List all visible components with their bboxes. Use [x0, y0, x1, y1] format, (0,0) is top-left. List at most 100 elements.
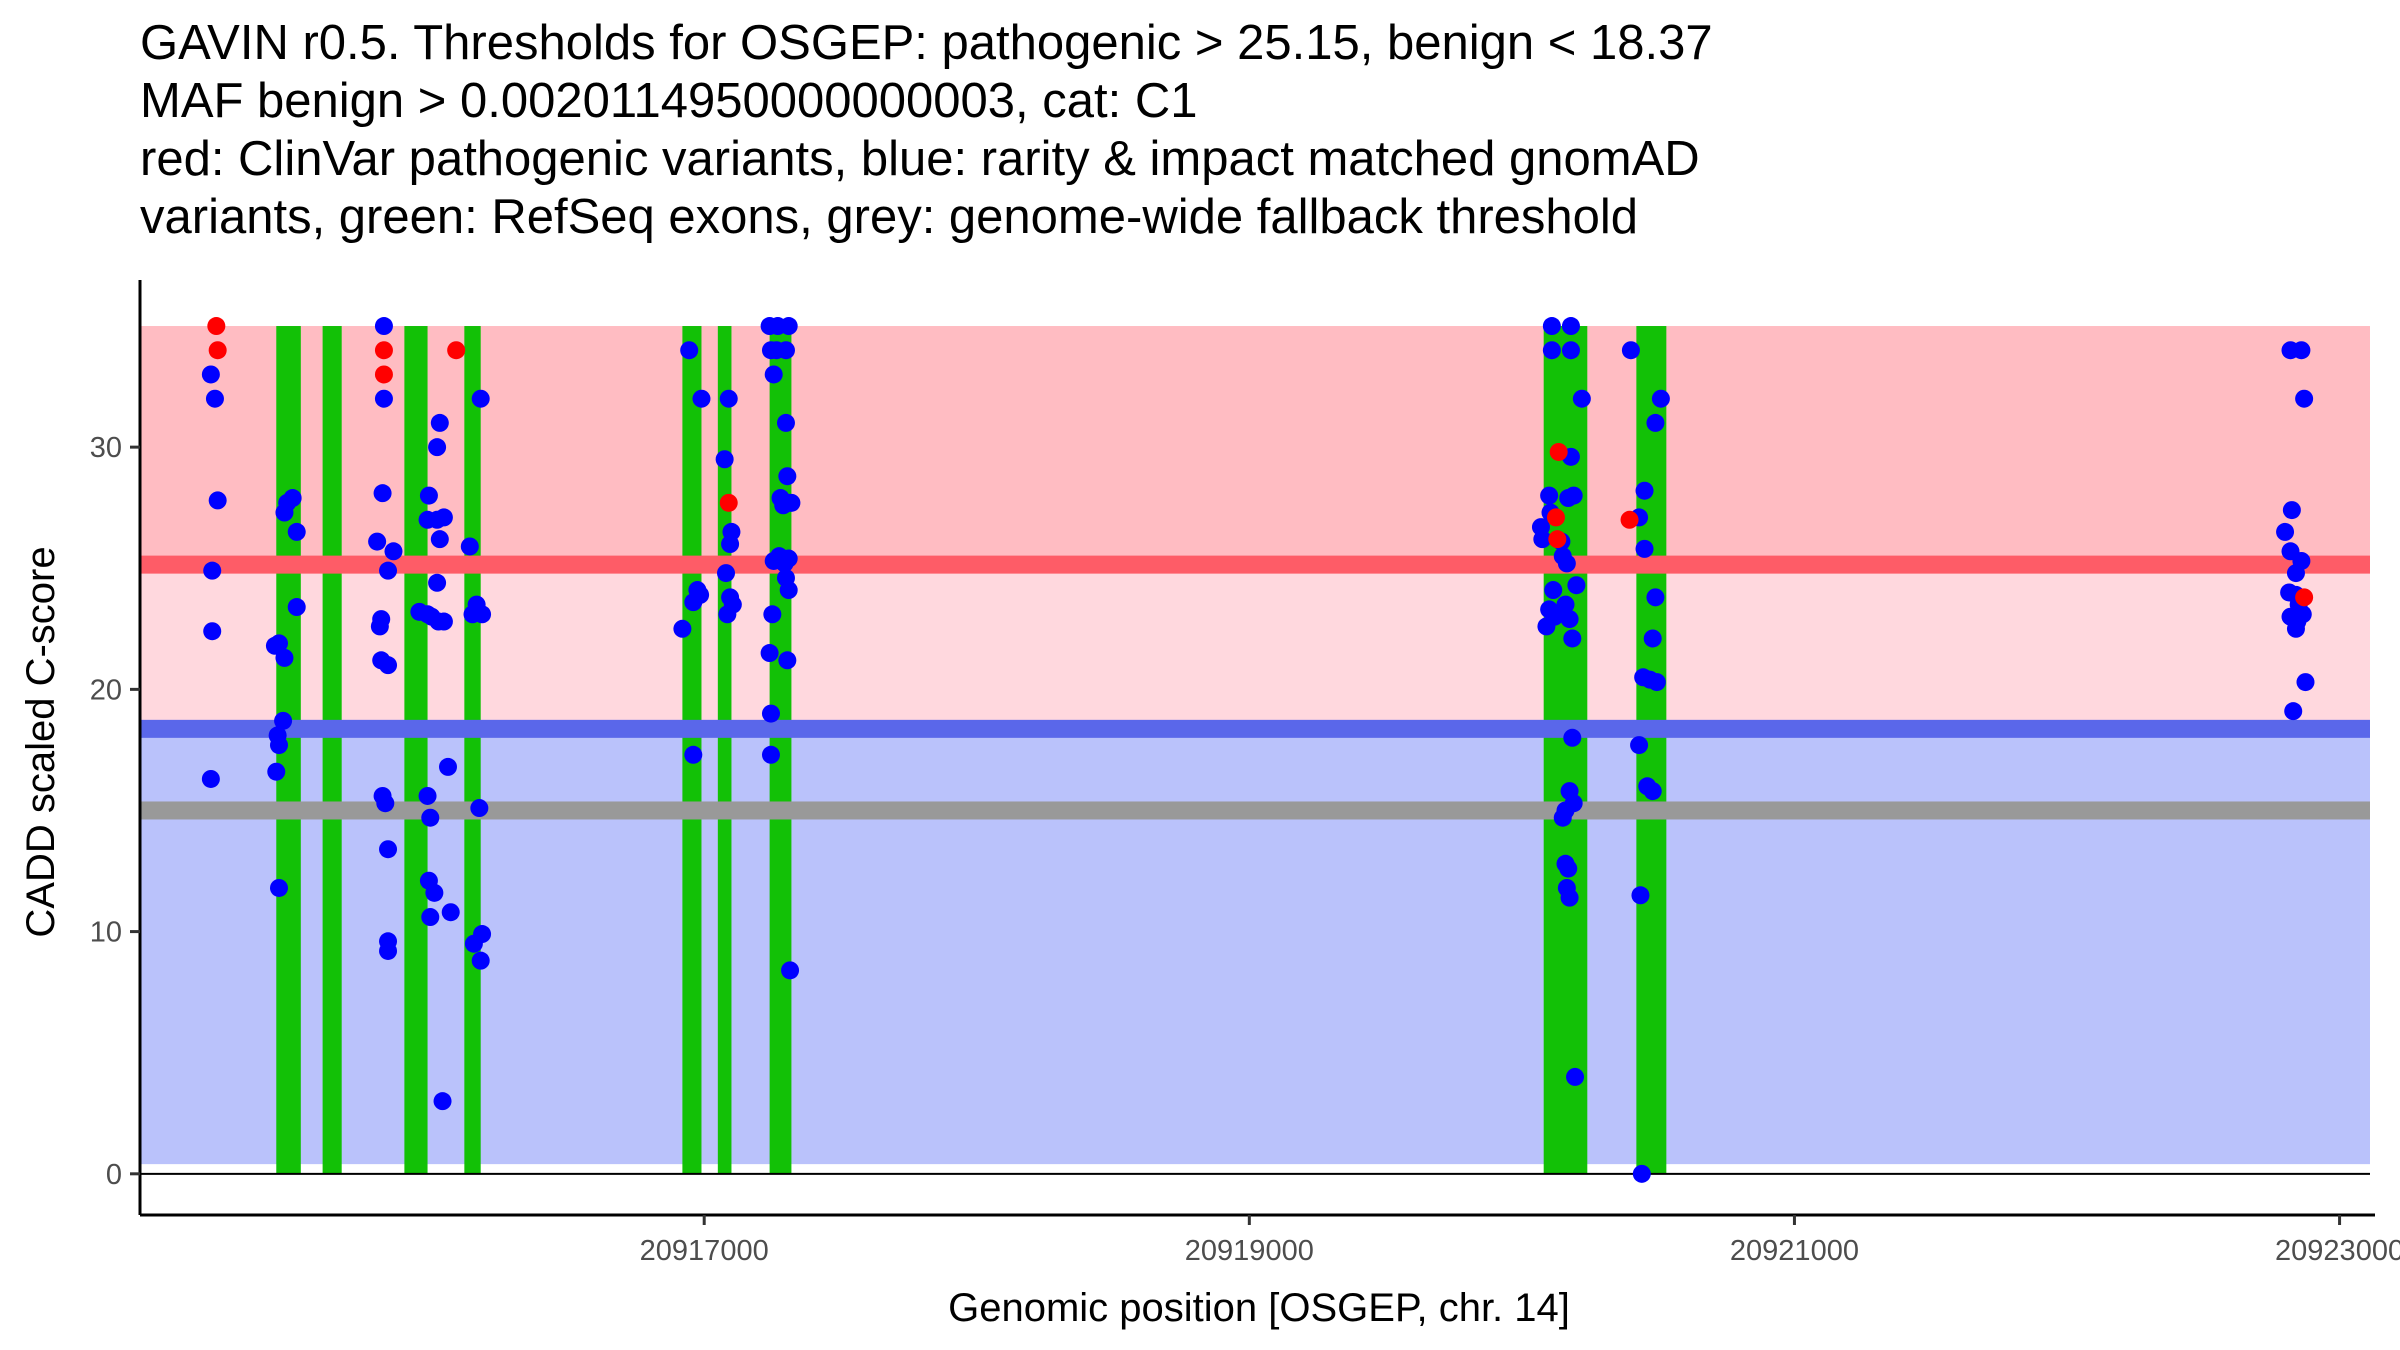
gnomad-point-79 [718, 605, 737, 624]
gnomad-point-23 [368, 532, 387, 551]
gnomad-point-48 [418, 786, 437, 805]
gnomad-point-66 [673, 619, 692, 638]
gnomad-point-29 [384, 542, 403, 561]
title-line-1: GAVIN r0.5. Thresholds for OSGEP: pathog… [140, 16, 1713, 70]
gnomad-point-56 [460, 537, 479, 556]
gnomad-point-17 [283, 489, 302, 508]
gnomad-point-14 [270, 878, 289, 897]
gnomad-point-20 [374, 317, 393, 336]
clinvar-point-11 [2295, 588, 2314, 607]
gnomad-point-108 [1561, 341, 1580, 360]
clinvar-point-3 [374, 341, 393, 360]
exon-bar-4 [464, 326, 481, 1174]
gnomad-point-63 [473, 925, 492, 944]
vus-zone [140, 564, 2370, 729]
exon-bar-7 [769, 326, 792, 1174]
gnomad-point-72 [719, 389, 738, 408]
gnomad-point-6 [201, 769, 220, 788]
gnomad-point-143 [1635, 539, 1654, 558]
gnomad-point-138 [1621, 341, 1640, 360]
gnomad-point-86 [764, 365, 783, 384]
gnomad-point-21 [374, 389, 393, 408]
gnomad-point-140 [1646, 413, 1665, 432]
gnomad-point-127 [1563, 629, 1582, 648]
gnomad-point-113 [1564, 486, 1583, 505]
gnomad-point-87 [776, 413, 795, 432]
gnomad-point-85 [776, 341, 795, 360]
y-axis-title: CADD scaled C-score [19, 546, 63, 937]
y-tick-label-10: 10 [90, 917, 122, 949]
x-tick-label-20923000: 20923000 [2275, 1235, 2400, 1267]
title-line-4: variants, green: RefSeq exons, grey: gen… [140, 190, 1639, 244]
gnomad-point-158 [2282, 501, 2301, 520]
gnomad-point-38 [430, 530, 449, 549]
gnomad-point-167 [2293, 605, 2312, 624]
gnomad-point-137 [1566, 1067, 1585, 1086]
gnomad-point-100 [760, 644, 779, 663]
gnomad-point-11 [270, 736, 289, 755]
gnomad-point-106 [1561, 317, 1580, 336]
gnomad-point-39 [434, 508, 453, 527]
gnomad-point-152 [1631, 886, 1650, 905]
title-line-3: red: ClinVar pathogenic variants, blue: … [140, 132, 1700, 186]
gnomad-point-75 [722, 522, 741, 541]
gnomad-point-121 [1567, 576, 1586, 595]
clinvar-point-8 [1546, 508, 1565, 527]
gnomad-point-42 [428, 573, 447, 592]
gnomad-point-155 [2292, 341, 2311, 360]
x-tick-label-20921000: 20921000 [1730, 1235, 1859, 1267]
gnomad-point-55 [433, 1092, 452, 1111]
gnomad-point-107 [1542, 341, 1561, 360]
exon-bar-3 [404, 326, 428, 1174]
gnomad-point-52 [425, 883, 444, 902]
gnomad-point-65 [680, 341, 699, 360]
gnomad-point-82 [779, 317, 798, 336]
gnomad-point-96 [779, 549, 798, 568]
gnomad-point-32 [379, 840, 398, 859]
clinvar-point-4 [374, 365, 393, 384]
gnomad-point-109 [1572, 389, 1591, 408]
gnomad-point-156 [2295, 389, 2314, 408]
gnomad-point-3 [208, 491, 227, 510]
gnomad-point-69 [691, 585, 710, 604]
clinvar-point-5 [447, 341, 466, 360]
gnomad-point-27 [379, 656, 398, 675]
gnomad-point-40 [430, 413, 449, 432]
gnomad-point-54 [441, 903, 460, 922]
x-tick-label-20917000: 20917000 [640, 1235, 769, 1267]
gnomad-point-71 [684, 745, 703, 764]
gnomad-point-70 [692, 389, 711, 408]
gnomad-point-61 [470, 799, 489, 818]
threshold-lines [140, 555, 2370, 1175]
gnomad-point-148 [1647, 673, 1666, 692]
gnomad-point-149 [1630, 736, 1649, 755]
gnomad-point-125 [1560, 610, 1579, 629]
gnomad-point-92 [782, 493, 801, 512]
gnomad-point-53 [421, 908, 440, 927]
gnomad-point-25 [370, 617, 389, 636]
gnomad-point-2 [205, 389, 224, 408]
clinvar-point-1 [207, 317, 226, 336]
gnomad-point-1 [201, 365, 220, 384]
exon-bar-8 [1543, 326, 1588, 1174]
fallback-threshold-line [140, 801, 2370, 820]
gnomad-point-136 [1560, 888, 1579, 907]
gnomad-point-64 [471, 951, 490, 970]
y-tick-label-20: 20 [90, 674, 122, 706]
y-tick-label-0: 0 [106, 1159, 122, 1191]
gnomad-point-161 [2286, 564, 2305, 583]
gnomad-point-35 [419, 486, 438, 505]
gnomad-point-170 [2284, 702, 2303, 721]
gnomad-point-18 [287, 522, 306, 541]
gnomad-point-12 [274, 711, 293, 730]
chart-title: GAVIN r0.5. Thresholds for OSGEP: pathog… [140, 14, 2340, 246]
gnomad-point-110 [1540, 486, 1559, 505]
axes [138, 280, 2375, 1217]
gnomad-point-60 [471, 389, 490, 408]
gnomad-point-101 [778, 651, 797, 670]
gnomad-point-126 [1537, 617, 1556, 636]
gnomad-point-9 [275, 648, 294, 667]
clinvar-point-7 [1549, 442, 1568, 461]
gnomad-point-169 [2296, 673, 2315, 692]
